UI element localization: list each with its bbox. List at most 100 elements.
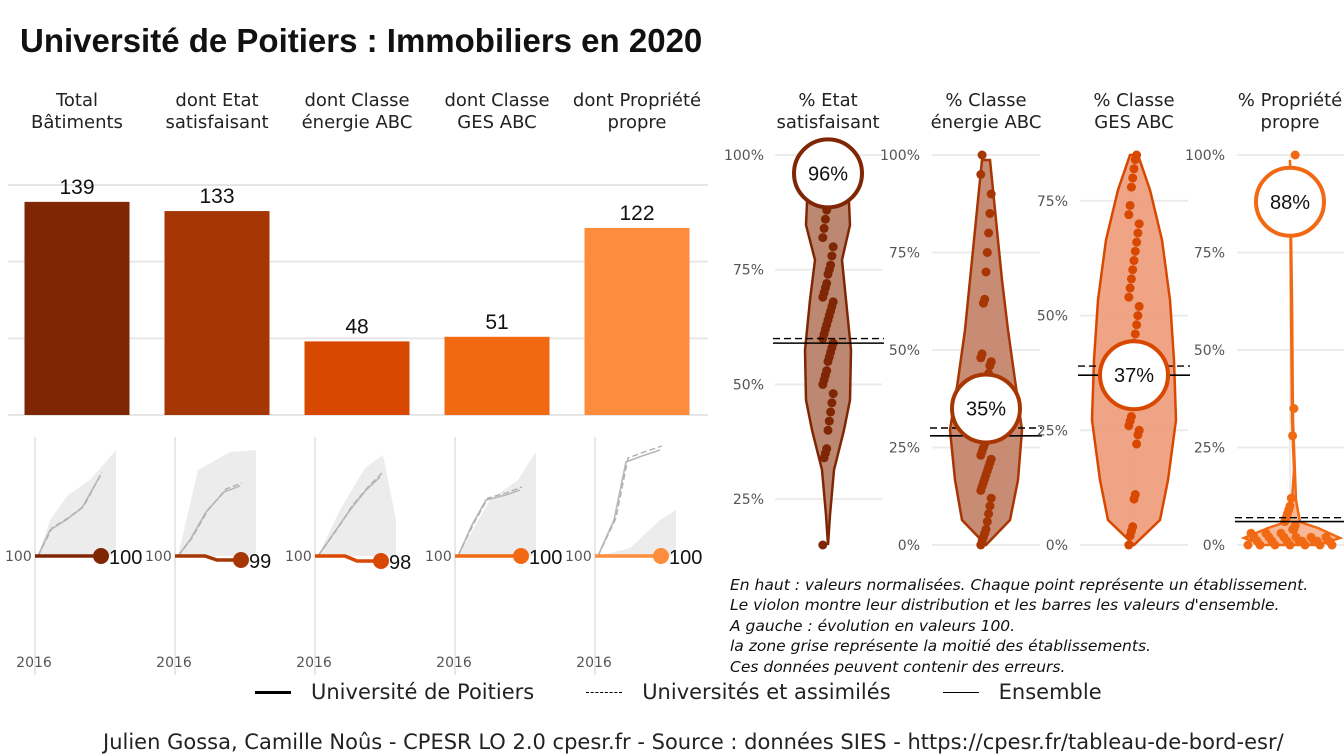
violin-point (982, 517, 992, 527)
violin-y-tick-label: 75% (1194, 246, 1225, 262)
chart-note: En haut : valeurs normalisées. Chaque po… (730, 575, 1308, 677)
violin-y-tick-label: 100% (880, 148, 920, 164)
evo-end-label: 100 (529, 547, 562, 569)
bar (444, 336, 550, 415)
violin-y-tick-label: 25% (1037, 423, 1068, 439)
violin-point (1124, 292, 1134, 302)
violin-value-label: 37% (1114, 365, 1154, 387)
violin-point (820, 214, 830, 224)
evo-base-label: 100 (5, 549, 32, 565)
violin-point (1132, 439, 1142, 449)
violin-y-tick-label: 75% (1037, 194, 1068, 210)
note-line: En haut : valeurs normalisées. Chaque po… (730, 576, 1309, 594)
violin-point (1129, 256, 1139, 266)
bar (584, 227, 690, 415)
evo-end-label: 100 (109, 547, 142, 569)
violin-y-tick-label: 50% (1194, 343, 1225, 359)
evo-x-tick-label: 2016 (576, 655, 612, 671)
bar-value-label: 139 (59, 176, 94, 199)
bar-category-label: satisfaisant (165, 112, 268, 133)
violin-point (986, 189, 996, 199)
evo-end-label: 100 (669, 547, 702, 569)
violin-point (818, 233, 828, 243)
bar-category-label: propre (608, 112, 667, 133)
evo-end-point (233, 552, 249, 568)
chart-title: Université de Poitiers : Immobiliers en … (20, 22, 703, 59)
violin-point (1133, 228, 1143, 238)
violin-category-label: GES ABC (1094, 112, 1173, 133)
legend-item-poitiers: Université de Poitiers (255, 680, 534, 704)
violin-point (1125, 283, 1135, 293)
evo-poitiers-line (315, 554, 381, 563)
legend-key-thin (942, 691, 979, 693)
evo-base-label: 100 (145, 549, 172, 565)
evo-end-point (653, 548, 669, 564)
violin-category-label: % Etat (798, 90, 857, 111)
violin-point (1290, 150, 1300, 160)
evo-grey-band (458, 452, 536, 556)
violin-y-tick-label: 0% (1203, 538, 1225, 554)
bar (164, 211, 270, 415)
violin-highlight-circle (1098, 339, 1170, 412)
violin-point (1124, 540, 1134, 550)
violin-point (1124, 210, 1134, 220)
violin-point (1126, 274, 1136, 284)
violin-point (822, 444, 832, 454)
violin-y-tick-label: 0% (1046, 538, 1068, 554)
violin-point (1286, 493, 1296, 503)
note-line: Le violon montre leur distribution et le… (730, 596, 1280, 615)
violin-y-tick-label: 100% (724, 148, 764, 164)
violin-category-label: % Classe (945, 90, 1026, 111)
violin-point (1130, 246, 1140, 256)
evo-universites-line (177, 482, 243, 557)
violin-value-label: 35% (966, 399, 1006, 421)
violin-category-label: propre (1261, 112, 1320, 133)
violin-point (1276, 528, 1286, 538)
violin-point (828, 389, 838, 399)
violin-highlight-circle (792, 137, 864, 210)
bar-category-label: Total (55, 90, 98, 111)
violin-point (826, 260, 836, 270)
legend-item-ensemble: Ensemble (942, 680, 1102, 704)
violin-y-tick-label: 50% (889, 343, 920, 359)
violin-point (1128, 265, 1138, 275)
violin-point (1130, 490, 1140, 500)
violin-point (1126, 412, 1136, 422)
evo-base-label: 100 (565, 549, 592, 565)
evo-end-point (373, 553, 389, 569)
bar-value-label: 51 (485, 311, 508, 334)
violin-point (822, 366, 832, 376)
legend-label: Universités et assimilés (642, 680, 891, 704)
legend-item-universites: Universités et assimilés (586, 680, 891, 704)
bar-value-label: 48 (345, 315, 368, 338)
violin-point (981, 267, 991, 277)
evo-end-point (93, 548, 109, 564)
violin-y-tick-label: 25% (733, 492, 764, 508)
note-line: la zone grise représente la moitié des é… (730, 637, 1151, 656)
evo-end-label: 98 (389, 552, 411, 574)
bar-value-label: 122 (619, 202, 654, 225)
violin-point (1288, 431, 1298, 441)
violin-point (826, 407, 836, 417)
bar (304, 341, 410, 415)
violin-category-label: % Propriété (1238, 90, 1342, 111)
evo-universites-line (37, 471, 103, 557)
violin-point (986, 493, 996, 503)
evo-universites-line (317, 472, 383, 557)
violin-point (822, 278, 832, 288)
bar (24, 201, 130, 415)
bar-category-label: Bâtiments (31, 112, 123, 133)
evo-ensemble-line (597, 449, 661, 557)
violin-highlight-circle (1254, 165, 1326, 238)
evo-end-label: 99 (249, 551, 271, 573)
violin-point (1261, 528, 1271, 538)
violin-point (827, 398, 837, 408)
evo-poitiers-line (175, 554, 241, 562)
violin-point (1129, 164, 1139, 174)
note-line: A gauche : évolution en valeurs 100. (730, 616, 1016, 635)
legend-label: Ensemble (998, 680, 1102, 704)
bar-category-label: dont Propriété (573, 90, 701, 111)
evo-x-tick-label: 2016 (436, 655, 472, 671)
violin-point (1128, 522, 1138, 532)
violin-point (1132, 320, 1142, 330)
